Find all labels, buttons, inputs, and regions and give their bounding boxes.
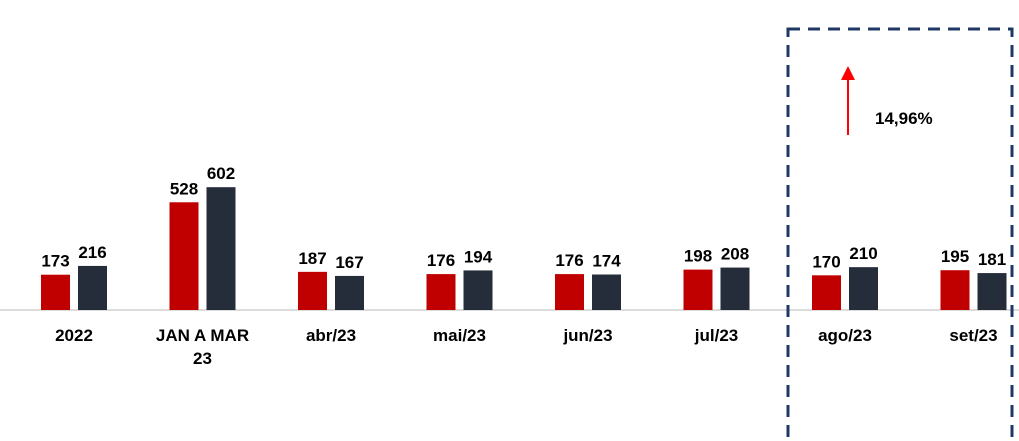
value-label: 173 bbox=[41, 252, 69, 271]
x-tick-label: mai/23 bbox=[433, 326, 486, 345]
x-tick-label: 2022 bbox=[55, 326, 93, 345]
value-label: 195 bbox=[941, 247, 969, 266]
x-tick-label: jun/23 bbox=[563, 326, 613, 345]
x-tick-label: JAN A MAR 23 bbox=[155, 326, 250, 368]
highlight-box bbox=[786, 27, 1014, 441]
bar bbox=[298, 271, 327, 310]
value-label: 174 bbox=[592, 252, 621, 271]
bar bbox=[812, 275, 841, 310]
bar bbox=[426, 274, 456, 310]
bar bbox=[592, 274, 621, 310]
value-label: 167 bbox=[335, 253, 363, 272]
bar bbox=[169, 202, 199, 310]
x-tick-label: abr/23 bbox=[305, 326, 357, 345]
value-label: 170 bbox=[812, 252, 840, 271]
value-label: 181 bbox=[978, 250, 1006, 269]
value-label: 210 bbox=[849, 244, 877, 263]
bar bbox=[78, 265, 107, 310]
bar bbox=[977, 273, 1007, 310]
x-tick-label: ago/23 bbox=[818, 326, 872, 345]
value-label: 176 bbox=[427, 251, 455, 270]
value-label: 528 bbox=[170, 179, 198, 198]
value-label: 187 bbox=[298, 249, 326, 268]
value-label: 194 bbox=[464, 247, 493, 266]
value-label: 176 bbox=[555, 251, 583, 270]
annotation: 14,96% bbox=[875, 109, 933, 128]
bar bbox=[41, 274, 70, 310]
bar bbox=[206, 187, 236, 310]
bar bbox=[940, 270, 970, 310]
value-label: 602 bbox=[207, 164, 235, 183]
bar bbox=[720, 267, 750, 310]
x-tick-label: jul/23 bbox=[694, 326, 739, 345]
bar bbox=[335, 275, 364, 310]
bar bbox=[555, 274, 584, 310]
bar bbox=[683, 269, 713, 310]
x-tick-label: set/23 bbox=[949, 326, 998, 345]
value-label: 216 bbox=[78, 243, 106, 262]
arrow-head bbox=[841, 66, 855, 80]
bar bbox=[463, 270, 493, 310]
bar bbox=[849, 267, 878, 310]
value-label: 198 bbox=[684, 247, 712, 266]
value-label: 208 bbox=[721, 245, 749, 264]
